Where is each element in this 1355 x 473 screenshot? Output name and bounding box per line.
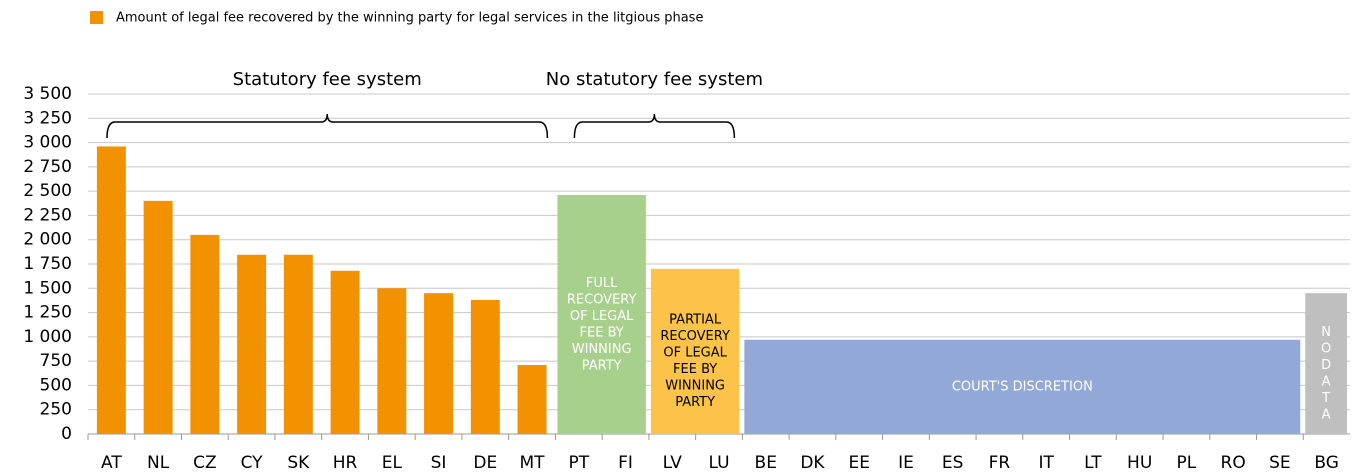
y-tick-label: 250 — [40, 400, 72, 420]
x-tick-label: CZ — [193, 453, 217, 473]
bar — [424, 293, 454, 434]
x-tick-label: NL — [147, 453, 170, 473]
region-label: WINNING — [665, 379, 725, 394]
y-tick-label: 1 250 — [23, 303, 72, 323]
x-tick-label: MT — [520, 453, 546, 473]
y-tick-label: 2 250 — [23, 205, 72, 225]
region-block — [557, 195, 646, 434]
region-label: D — [1321, 358, 1331, 373]
y-tick-label: 3 500 — [23, 84, 72, 104]
y-tick-label: 2 000 — [23, 230, 72, 250]
bracket — [106, 113, 549, 139]
region-label: COURT'S DISCRETION — [952, 379, 1093, 394]
y-tick-label: 0 — [61, 424, 72, 444]
x-tick-label: SE — [1269, 453, 1291, 473]
y-tick-label: 1 750 — [23, 254, 72, 274]
bar — [377, 288, 407, 434]
region-label: A — [1322, 374, 1331, 389]
x-tick-label: BE — [755, 453, 777, 473]
bar — [237, 254, 267, 434]
x-tick-label: SK — [287, 453, 310, 473]
x-tick-label: RO — [1221, 453, 1246, 473]
x-tick-label: PL — [1177, 453, 1197, 473]
region-label: RECOVERY — [567, 292, 637, 307]
bar — [470, 299, 500, 434]
x-tick-label: FR — [989, 453, 1011, 473]
bar — [190, 234, 220, 434]
x-tick-label: LU — [708, 453, 729, 473]
x-tick-label: SI — [431, 453, 447, 473]
legend-swatch — [90, 11, 103, 24]
region-label: PARTY — [675, 395, 715, 410]
y-tick-label: 1 000 — [23, 327, 72, 347]
x-tick-label: EE — [848, 453, 869, 473]
region-label: PARTY — [582, 358, 622, 373]
region-block — [650, 268, 740, 434]
bracket-label: No statutory fee system — [546, 69, 763, 90]
x-tick-label: BG — [1314, 453, 1339, 473]
bar — [283, 254, 313, 434]
x-tick-label: IT — [1038, 453, 1054, 473]
y-tick-label: 2 750 — [23, 157, 72, 177]
legend-label: Amount of legal fee recovered by the win… — [116, 11, 703, 26]
region-label: OF LEGAL — [570, 309, 634, 324]
region-label: PARTIAL — [669, 313, 722, 328]
y-tick-label: 500 — [40, 375, 72, 395]
region-block — [1305, 293, 1347, 434]
region-label: FEE BY — [580, 325, 624, 340]
x-tick-label: FI — [618, 453, 633, 473]
bracket — [573, 113, 736, 139]
region-label: OF LEGAL — [663, 346, 727, 361]
y-tick-label: 3 250 — [23, 108, 72, 128]
x-tick-label: PT — [568, 453, 589, 473]
bar — [330, 270, 360, 434]
y-tick-label: 2 500 — [23, 181, 72, 201]
x-tick-label: EL — [382, 453, 403, 473]
y-tick-label: 3 000 — [23, 133, 72, 153]
x-tick-label: CY — [241, 453, 264, 473]
region-label: RECOVERY — [660, 329, 730, 344]
region-label: N — [1321, 325, 1331, 340]
region-label: T — [1321, 391, 1330, 406]
region-label: O — [1321, 341, 1331, 356]
x-tick-label: LV — [663, 453, 683, 473]
bar — [96, 146, 126, 434]
bracket-label: Statutory fee system — [233, 69, 422, 90]
region-label: FULL — [586, 276, 618, 291]
x-tick-label: ES — [942, 453, 964, 473]
region-label: FEE BY — [673, 362, 717, 377]
y-tick-label: 1 500 — [23, 278, 72, 298]
x-tick-label: DE — [473, 453, 497, 473]
x-tick-label: IE — [898, 453, 914, 473]
y-tick-label: 750 — [40, 351, 72, 371]
x-tick-label: HU — [1127, 453, 1152, 473]
region-label: A — [1322, 407, 1331, 422]
region-block — [744, 339, 1301, 434]
x-tick-label: AT — [101, 453, 122, 473]
bar — [517, 365, 547, 434]
x-tick-label: HR — [333, 453, 358, 473]
bar — [143, 200, 173, 434]
x-tick-label: DK — [800, 453, 825, 473]
region-label: WINNING — [572, 342, 632, 357]
x-tick-label: LT — [1084, 453, 1102, 473]
